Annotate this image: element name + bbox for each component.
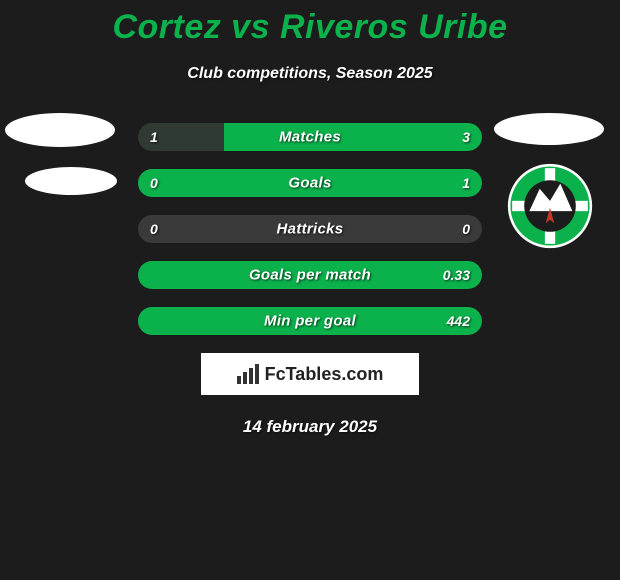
bars-icon [237, 364, 259, 384]
stat-label: Goals [138, 175, 482, 192]
stat-row: Matches1 3 [138, 123, 482, 151]
stat-label: Min per goal [138, 313, 482, 330]
stat-row: Hattricks0 0 [138, 215, 482, 243]
footer-date: 14 february 2025 [0, 417, 620, 437]
stat-row: Min per goal442 [138, 307, 482, 335]
stat-value-right: 442 [447, 313, 470, 329]
stat-value-right: 0.33 [443, 267, 470, 283]
stat-value-right: 0 [462, 221, 470, 237]
stat-row: Goals0 1 [138, 169, 482, 197]
stat-value-right: 1 [462, 175, 470, 191]
stat-label: Matches [138, 129, 482, 146]
page-title: Cortez vs Riveros Uribe [0, 0, 620, 47]
stat-value-left: 1 [150, 129, 158, 145]
brand-label: FcTables.com [265, 364, 384, 385]
player-left-avatar-1 [5, 113, 115, 147]
stats-area: Matches13Goals01Hattricks00Goals per mat… [0, 123, 620, 335]
stat-value-right: 3 [462, 129, 470, 145]
stat-value-left: 0 [150, 175, 158, 191]
stat-label: Goals per match [138, 267, 482, 284]
stat-label: Hattricks [138, 221, 482, 238]
brand-box[interactable]: FcTables.com [201, 353, 419, 395]
player-left-avatar-2 [25, 167, 117, 195]
stat-row: Goals per match0.33 [138, 261, 482, 289]
subtitle: Club competitions, Season 2025 [0, 65, 620, 83]
player-right-avatar [494, 113, 604, 145]
stat-value-left: 0 [150, 221, 158, 237]
club-badge-icon [500, 163, 600, 249]
